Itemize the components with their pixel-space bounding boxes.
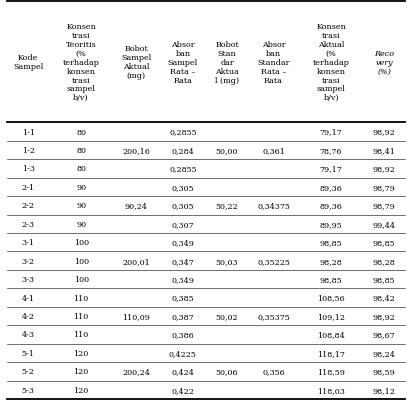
Text: 98,42: 98,42	[373, 294, 396, 302]
Text: 80: 80	[76, 147, 86, 155]
Text: 89,95: 89,95	[320, 220, 343, 228]
Text: 118,17: 118,17	[317, 349, 345, 357]
Text: 80: 80	[76, 165, 86, 173]
Text: 0,356: 0,356	[262, 367, 285, 375]
Text: 0,385: 0,385	[172, 294, 194, 302]
Text: 78,76: 78,76	[320, 147, 343, 155]
Text: Bobot
Stan
dar
Aktua
l (mg): Bobot Stan dar Aktua l (mg)	[215, 41, 239, 84]
Text: 98,79: 98,79	[373, 202, 396, 210]
Text: 90: 90	[76, 220, 86, 228]
Text: 98,92: 98,92	[373, 312, 396, 320]
Text: Konsen
trasi
Aktual
(%
terhadap
konsen
trasi
sampel
b/v): Konsen trasi Aktual (% terhadap konsen t…	[313, 23, 350, 102]
Text: 0,424: 0,424	[171, 367, 194, 375]
Text: 98,24: 98,24	[373, 349, 396, 357]
Text: 1-2: 1-2	[22, 147, 35, 155]
Text: 0,305: 0,305	[172, 202, 194, 210]
Text: 98,92: 98,92	[373, 165, 396, 173]
Text: 90: 90	[76, 184, 86, 191]
Text: 98,41: 98,41	[373, 147, 396, 155]
Text: 79,17: 79,17	[320, 165, 343, 173]
Text: 98,59: 98,59	[373, 367, 396, 375]
Text: 98,85: 98,85	[320, 239, 343, 247]
Text: 50,00: 50,00	[216, 147, 238, 155]
Text: Konsen
trasi
Teoritis
(%
terhadap
konsen
trasi
sampel
b/v): Konsen trasi Teoritis (% terhadap konsen…	[63, 23, 100, 102]
Text: 0,386: 0,386	[171, 331, 194, 338]
Text: 200,24: 200,24	[123, 367, 150, 375]
Text: 110,09: 110,09	[123, 312, 150, 320]
Text: 118,03: 118,03	[317, 386, 345, 394]
Text: 3-2: 3-2	[22, 257, 35, 265]
Text: 89,36: 89,36	[320, 184, 343, 191]
Text: Kode
Sampel: Kode Sampel	[13, 54, 43, 71]
Text: 98,28: 98,28	[320, 257, 343, 265]
Text: 0,35225: 0,35225	[257, 257, 290, 265]
Text: 4-1: 4-1	[22, 294, 35, 302]
Text: 2-1: 2-1	[22, 184, 35, 191]
Text: 2-2: 2-2	[22, 202, 35, 210]
Text: 50,06: 50,06	[216, 367, 239, 375]
Text: 50,22: 50,22	[216, 202, 239, 210]
Text: 0,349: 0,349	[171, 275, 194, 284]
Text: 108,84: 108,84	[317, 331, 345, 338]
Text: Bobot
Sampel
Aktual
(mg): Bobot Sampel Aktual (mg)	[121, 45, 151, 80]
Text: Absor
ban
Standar
Rata –
Rata: Absor ban Standar Rata – Rata	[257, 41, 290, 84]
Text: Reco
very
(%): Reco very (%)	[374, 50, 394, 75]
Text: 89,36: 89,36	[320, 202, 343, 210]
Text: 118,59: 118,59	[317, 367, 345, 375]
Text: 5-1: 5-1	[22, 349, 35, 357]
Text: 0,2855: 0,2855	[169, 165, 197, 173]
Text: 120: 120	[74, 367, 89, 375]
Text: 4-2: 4-2	[22, 312, 35, 320]
Text: 1-1: 1-1	[22, 128, 35, 136]
Text: 98,67: 98,67	[373, 331, 396, 338]
Text: 98,79: 98,79	[373, 184, 396, 191]
Text: 50,02: 50,02	[216, 312, 239, 320]
Text: 0,34375: 0,34375	[257, 202, 290, 210]
Text: 98,85: 98,85	[373, 239, 395, 247]
Text: Absor
ban
Sampel
Rata –
Rata: Absor ban Sampel Rata – Rata	[168, 41, 198, 84]
Text: 98,28: 98,28	[373, 257, 396, 265]
Text: 0,35375: 0,35375	[257, 312, 290, 320]
Text: 0,387: 0,387	[172, 312, 194, 320]
Text: 120: 120	[74, 386, 89, 394]
Text: 110: 110	[74, 294, 89, 302]
Text: 0,4225: 0,4225	[169, 349, 197, 357]
Text: 0,307: 0,307	[172, 220, 194, 228]
Text: 3-1: 3-1	[22, 239, 35, 247]
Text: 99,44: 99,44	[372, 220, 396, 228]
Text: 1-3: 1-3	[22, 165, 35, 173]
Text: 100: 100	[74, 239, 89, 247]
Text: 98,85: 98,85	[373, 275, 395, 284]
Text: 98,12: 98,12	[373, 386, 396, 394]
Text: 90: 90	[76, 202, 86, 210]
Text: 109,12: 109,12	[317, 312, 345, 320]
Text: 79,17: 79,17	[320, 128, 343, 136]
Text: 5-3: 5-3	[22, 386, 35, 394]
Text: 200,01: 200,01	[123, 257, 150, 265]
Text: 0,2855: 0,2855	[169, 128, 197, 136]
Text: 200,16: 200,16	[123, 147, 150, 155]
Text: 2-3: 2-3	[22, 220, 35, 228]
Text: 100: 100	[74, 275, 89, 284]
Text: 108,56: 108,56	[317, 294, 345, 302]
Text: 0,347: 0,347	[171, 257, 194, 265]
Text: 80: 80	[76, 128, 86, 136]
Text: 50,03: 50,03	[216, 257, 239, 265]
Text: 98,92: 98,92	[373, 128, 396, 136]
Text: 0,305: 0,305	[172, 184, 194, 191]
Text: 100: 100	[74, 257, 89, 265]
Text: 0,422: 0,422	[171, 386, 194, 394]
Text: 0,284: 0,284	[171, 147, 194, 155]
Text: 0,349: 0,349	[171, 239, 194, 247]
Text: 3-3: 3-3	[22, 275, 35, 284]
Text: 5-2: 5-2	[22, 367, 35, 375]
Text: 98,85: 98,85	[320, 275, 343, 284]
Text: 120: 120	[74, 349, 89, 357]
Text: 110: 110	[74, 331, 89, 338]
Text: 0,361: 0,361	[262, 147, 285, 155]
Text: 110: 110	[74, 312, 89, 320]
Text: 90,24: 90,24	[125, 202, 148, 210]
Text: 4-3: 4-3	[22, 331, 35, 338]
